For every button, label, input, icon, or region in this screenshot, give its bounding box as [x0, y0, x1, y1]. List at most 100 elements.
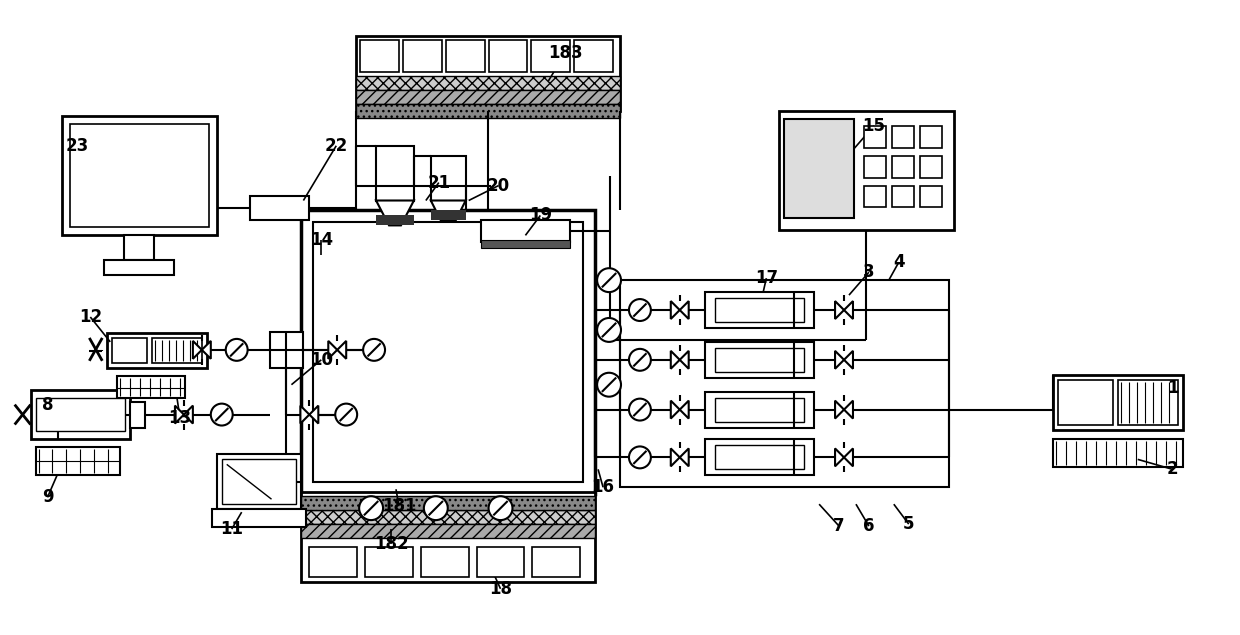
Circle shape	[424, 496, 448, 520]
Bar	[301, 510, 595, 524]
Text: 8: 8	[42, 396, 53, 413]
Bar	[784, 119, 854, 218]
Bar	[314, 222, 583, 482]
Polygon shape	[844, 401, 853, 418]
Polygon shape	[680, 448, 688, 466]
Polygon shape	[671, 351, 680, 369]
Bar	[269, 332, 304, 368]
Bar	[714, 398, 805, 422]
Bar	[301, 210, 595, 494]
Text: 2: 2	[1167, 460, 1178, 478]
Bar	[222, 459, 296, 504]
Polygon shape	[835, 301, 844, 319]
Polygon shape	[844, 448, 853, 466]
Bar	[249, 196, 309, 220]
Text: 20: 20	[487, 177, 510, 194]
Text: 23: 23	[66, 137, 89, 155]
Bar	[430, 210, 466, 220]
Polygon shape	[844, 301, 853, 319]
Bar	[376, 146, 414, 201]
Bar	[301, 524, 595, 538]
Bar	[301, 492, 595, 582]
Bar	[124, 236, 154, 260]
Bar	[620, 280, 949, 487]
Text: 19: 19	[528, 206, 552, 224]
Polygon shape	[844, 351, 853, 369]
Bar	[62, 116, 217, 236]
Bar	[1053, 439, 1183, 467]
Circle shape	[629, 399, 651, 420]
Bar	[309, 547, 357, 577]
Text: 14: 14	[310, 231, 332, 250]
Bar	[704, 392, 815, 427]
Bar	[920, 185, 941, 208]
Polygon shape	[300, 406, 309, 424]
Bar	[489, 40, 527, 72]
Polygon shape	[671, 301, 680, 319]
Circle shape	[598, 268, 621, 292]
Bar	[920, 156, 941, 178]
Text: 6: 6	[863, 517, 874, 535]
Bar	[356, 76, 620, 90]
Bar	[365, 547, 413, 577]
Bar	[476, 547, 525, 577]
Polygon shape	[337, 341, 346, 359]
Polygon shape	[329, 341, 337, 359]
Text: 12: 12	[79, 308, 102, 326]
Circle shape	[363, 339, 386, 361]
Bar	[481, 220, 570, 243]
Bar	[403, 40, 441, 72]
Polygon shape	[376, 201, 414, 225]
Circle shape	[335, 404, 357, 425]
Bar	[445, 40, 485, 72]
Bar	[36, 448, 120, 476]
Polygon shape	[202, 341, 211, 359]
Circle shape	[629, 349, 651, 371]
Bar	[356, 36, 620, 111]
Bar	[779, 111, 954, 231]
Bar	[217, 455, 301, 509]
Polygon shape	[193, 341, 202, 359]
Bar	[704, 292, 815, 328]
Text: 4: 4	[893, 253, 905, 271]
Polygon shape	[671, 401, 680, 418]
Text: 183: 183	[548, 44, 583, 62]
Bar	[714, 298, 805, 322]
Bar	[107, 333, 207, 368]
Bar	[574, 40, 613, 72]
Bar	[356, 90, 620, 104]
Bar	[892, 185, 914, 208]
Bar	[1053, 375, 1183, 429]
Polygon shape	[680, 301, 688, 319]
Bar	[31, 390, 130, 439]
Text: 17: 17	[755, 269, 777, 287]
Text: 22: 22	[325, 137, 348, 155]
Bar	[714, 445, 805, 469]
Text: 15: 15	[862, 117, 885, 135]
Bar	[704, 439, 815, 476]
Polygon shape	[184, 406, 193, 424]
Bar	[130, 401, 145, 427]
Bar	[118, 376, 185, 398]
Bar	[481, 240, 570, 248]
Bar	[71, 124, 208, 227]
Bar	[212, 509, 306, 527]
Text: 182: 182	[373, 535, 408, 553]
Text: 181: 181	[382, 497, 417, 515]
Bar	[864, 126, 885, 148]
Bar	[356, 104, 620, 118]
Polygon shape	[835, 448, 844, 466]
Text: 13: 13	[169, 408, 191, 427]
Bar	[360, 40, 399, 72]
Circle shape	[598, 373, 621, 397]
Polygon shape	[835, 401, 844, 418]
Bar	[36, 398, 125, 432]
Polygon shape	[671, 448, 680, 466]
Circle shape	[629, 299, 651, 321]
Bar	[113, 338, 148, 363]
Text: 9: 9	[42, 488, 53, 506]
Bar	[704, 342, 815, 378]
Text: 7: 7	[833, 517, 844, 535]
Bar	[864, 185, 885, 208]
Bar	[892, 156, 914, 178]
